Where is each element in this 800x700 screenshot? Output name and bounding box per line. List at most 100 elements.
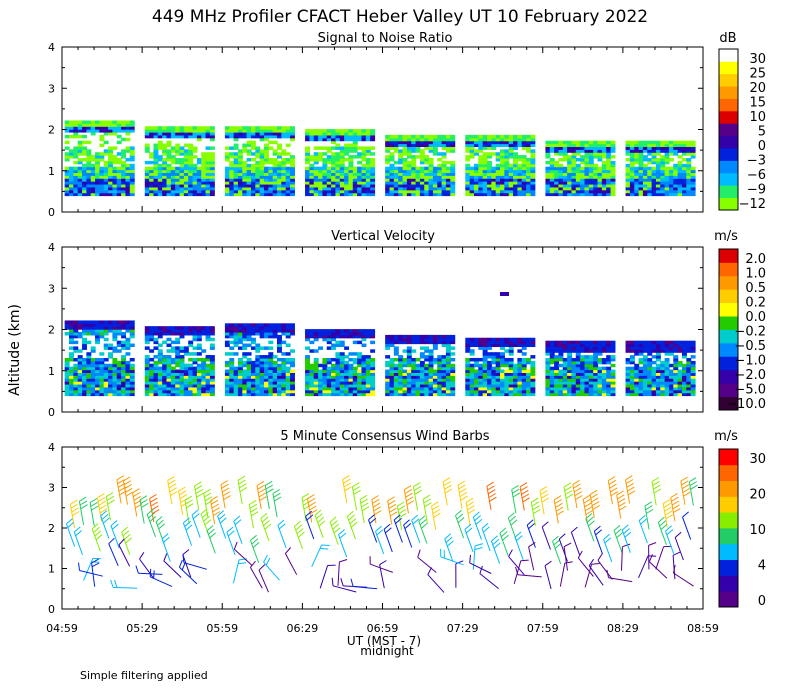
heatmap-cell	[175, 381, 181, 385]
heatmap-cell	[179, 134, 185, 139]
heatmap-cell	[571, 358, 577, 362]
heatmap-cell	[571, 389, 577, 394]
heatmap-cell	[86, 172, 92, 176]
heatmap-cell	[255, 146, 261, 150]
heatmap-cell	[588, 386, 594, 391]
heatmap-cell	[478, 166, 484, 171]
heatmap-cell	[263, 181, 269, 185]
heatmap-cell	[344, 183, 350, 188]
heatmap-cell	[246, 172, 252, 176]
heatmap-cell	[597, 389, 603, 394]
heatmap-cell	[558, 381, 564, 385]
heatmap-cell	[601, 389, 607, 394]
heatmap-cell	[487, 155, 492, 159]
heatmap-cell	[103, 369, 109, 373]
heatmap-cell	[530, 186, 536, 191]
heatmap-cell	[690, 381, 696, 385]
heatmap-cell	[322, 160, 328, 165]
heatmap-cell	[634, 375, 640, 379]
heatmap-cell	[331, 363, 337, 368]
heatmap-cell	[233, 146, 239, 150]
heatmap-cell	[285, 343, 291, 348]
heatmap-cell	[179, 363, 185, 368]
heatmap-cell	[233, 329, 239, 333]
heatmap-cell	[229, 352, 235, 356]
heatmap-cell	[634, 192, 640, 197]
heatmap-cell	[179, 349, 185, 353]
heatmap-cell	[263, 137, 269, 142]
heatmap-cell	[196, 346, 202, 350]
heatmap-cell	[424, 175, 430, 179]
heatmap-cell	[415, 189, 421, 194]
heatmap-cell	[584, 349, 590, 353]
heatmap-cell	[237, 149, 243, 153]
heatmap-cell	[326, 189, 332, 194]
heatmap-cell	[593, 186, 599, 191]
heatmap-cell	[411, 172, 417, 176]
heatmap-cell	[149, 129, 155, 133]
heatmap-cell	[411, 381, 417, 385]
heatmap-cell	[77, 183, 83, 188]
heatmap-cell	[681, 163, 687, 168]
y-tick-label: 4	[48, 41, 55, 54]
heatmap-cell	[125, 386, 131, 391]
heatmap-cell	[326, 137, 332, 142]
heatmap-cell	[668, 158, 674, 162]
heatmap-cell	[281, 392, 287, 397]
colorbar-label: 0	[758, 139, 766, 154]
heatmap-cell	[281, 158, 287, 162]
heatmap-cell	[625, 143, 631, 148]
heatmap-cell	[268, 132, 274, 136]
heatmap-cell	[625, 140, 631, 145]
heatmap-cell	[415, 392, 421, 397]
heatmap-cell	[385, 181, 391, 185]
heatmap-cell	[495, 163, 501, 168]
heatmap-cell	[677, 381, 683, 385]
heatmap-cell	[664, 375, 670, 379]
heatmap-cell	[651, 192, 657, 197]
heatmap-cell	[664, 358, 670, 362]
heatmap-cell	[144, 169, 150, 173]
heatmap-cell	[495, 375, 501, 379]
heatmap-cell	[335, 134, 341, 139]
heatmap-cell	[313, 192, 319, 197]
heatmap-cell	[188, 340, 194, 345]
heatmap-cell	[313, 360, 319, 365]
heatmap-cell	[411, 386, 417, 391]
heatmap-cell	[660, 366, 666, 371]
heatmap-cell	[309, 137, 315, 142]
heatmap-cell	[441, 340, 447, 345]
heatmap-cell	[250, 389, 256, 394]
heatmap-cell	[209, 158, 215, 162]
heatmap-cell	[90, 386, 96, 391]
heatmap-cell	[487, 169, 492, 173]
heatmap-cell	[170, 375, 176, 379]
heatmap-cell	[129, 375, 135, 379]
heatmap-cell	[521, 381, 527, 385]
heatmap-cell	[103, 123, 109, 127]
heatmap-cell	[335, 155, 341, 159]
heatmap-cell	[580, 181, 586, 185]
heatmap-cell	[170, 184, 176, 188]
heatmap-cell	[305, 366, 310, 371]
heatmap-cell	[121, 375, 127, 379]
heatmap-cell	[491, 378, 497, 382]
heatmap-cell	[606, 343, 612, 348]
heatmap-cell	[162, 369, 168, 373]
heatmap-cell	[681, 166, 687, 171]
heatmap-cell	[508, 146, 514, 150]
heatmap-cell	[668, 146, 674, 150]
heatmap-cell	[179, 178, 185, 182]
heatmap-cell	[562, 358, 568, 362]
heatmap-cell	[651, 146, 657, 150]
heatmap-cell	[179, 357, 185, 362]
heatmap-cell	[103, 160, 109, 165]
heatmap-cell	[419, 140, 425, 145]
heatmap-cell	[562, 369, 568, 373]
heatmap-cell	[129, 155, 135, 159]
heatmap-cell	[469, 192, 475, 197]
heatmap-cell	[77, 172, 83, 176]
heatmap-cell	[335, 360, 341, 365]
heatmap-cell	[580, 389, 586, 394]
heatmap-cell	[634, 175, 640, 179]
